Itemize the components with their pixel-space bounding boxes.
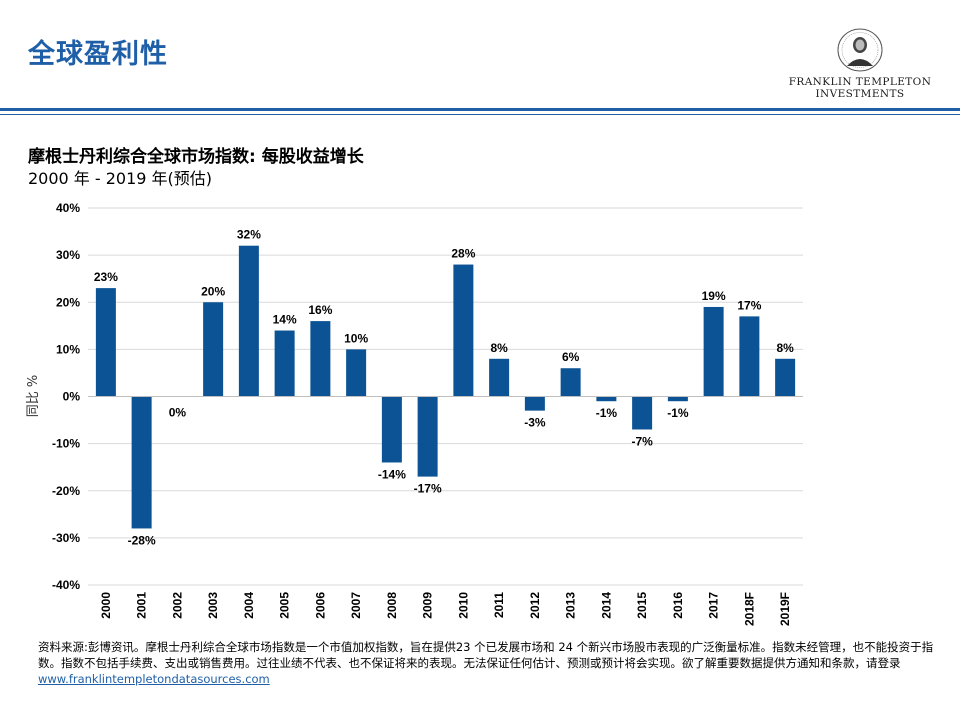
x-tick-label: 2013: [564, 592, 578, 619]
x-tick-label: 2008: [385, 592, 399, 619]
logo-text-secondary: INVESTMENTS: [815, 88, 905, 100]
bar-data-label: 17%: [737, 298, 761, 312]
x-tick-label: 2007: [349, 592, 363, 619]
bar: [95, 288, 116, 397]
y-tick-label: 10%: [56, 342, 80, 356]
footnote-text: 资料来源:彭博资讯。摩根士丹利综合全球市场指数是一个市值加权指数，旨在提供23 …: [38, 640, 934, 670]
x-tick-label: 2003: [206, 592, 220, 619]
bar-data-label: 0%: [169, 406, 187, 420]
x-tick-label: 2017: [707, 592, 721, 619]
page-title: 全球盈利性: [28, 39, 168, 70]
bar: [203, 302, 224, 397]
x-tick-label: 2015: [635, 592, 649, 619]
bar: [346, 349, 367, 397]
bar: [310, 321, 331, 397]
x-tick-label: 2019F: [778, 592, 792, 626]
bar: [238, 245, 259, 397]
bar: [381, 396, 402, 463]
y-tick-label: -20%: [52, 484, 80, 498]
bar: [417, 396, 438, 477]
x-tick-label: 2016: [671, 592, 685, 619]
bar: [131, 396, 152, 529]
x-tick-label: 2004: [242, 592, 256, 619]
chart-subtitle: 2000 年 - 2019 年(预估): [28, 169, 213, 188]
x-tick-label: 2009: [421, 592, 435, 619]
bar-data-label: -1%: [596, 406, 618, 420]
bar-data-label: -14%: [378, 467, 406, 481]
bar-data-label: -17%: [414, 482, 442, 496]
bar: [703, 306, 724, 397]
franklin-portrait-icon: [837, 28, 883, 72]
x-tick-label: 2001: [135, 592, 149, 619]
bar-data-label: 14%: [273, 313, 297, 327]
bar: [560, 368, 581, 397]
bar: [775, 358, 796, 397]
footnote: 资料来源:彭博资讯。摩根士丹利综合全球市场指数是一个市值加权指数，旨在提供23 …: [38, 639, 938, 687]
header-divider-thin: [0, 114, 960, 115]
bar-data-label: 23%: [94, 270, 118, 284]
x-tick-label: 2005: [278, 592, 292, 619]
x-tick-label: 2002: [170, 592, 184, 619]
y-tick-label: -10%: [52, 437, 80, 451]
y-tick-label: 20%: [56, 295, 80, 309]
bar-data-label: 16%: [308, 303, 332, 317]
bar-data-label: 8%: [776, 341, 794, 355]
x-tick-label: 2014: [599, 592, 613, 619]
bar-data-label: 8%: [490, 341, 508, 355]
bar: [596, 396, 617, 402]
bar: [489, 358, 510, 397]
bar-data-label: 19%: [702, 289, 726, 303]
bar-data-label: 32%: [237, 228, 261, 242]
x-tick-label: 2006: [313, 592, 327, 619]
bar: [524, 396, 545, 411]
y-axis-label: 同比 %: [26, 375, 41, 418]
y-tick-label: -30%: [52, 531, 80, 545]
bar: [274, 330, 295, 397]
header-divider: [0, 108, 960, 111]
x-tick-label: 2000: [99, 592, 113, 619]
bar: [453, 264, 474, 397]
x-tick-label: 2011: [492, 592, 506, 618]
x-tick-label: 2010: [456, 592, 470, 619]
chart-title: 摩根士丹利综合全球市场指数: 每股收益增长: [28, 147, 364, 167]
bar-data-label: -28%: [128, 533, 156, 547]
x-tick-label: 2018F: [742, 592, 756, 626]
x-tick-label: 2012: [528, 592, 542, 619]
data-sources-link[interactable]: www.franklintempletondatasources.com: [38, 672, 270, 686]
y-tick-label: 40%: [56, 201, 80, 215]
bar: [667, 396, 688, 402]
bar: [739, 316, 760, 397]
eps-growth-bar-chart: 40% 30% 20% 10% 0% -10% -20% -30% -40% 同比 % 23% 200…: [26, 201, 803, 626]
y-tick-label: -40%: [52, 578, 80, 592]
franklin-templeton-logo: FRANKLIN TEMPLETON INVESTMENTS: [785, 28, 935, 103]
bar-data-label: -7%: [631, 434, 653, 448]
y-tick-label: 30%: [56, 248, 80, 262]
logo-text-primary: FRANKLIN TEMPLETON: [788, 76, 932, 88]
bar-data-label: 28%: [451, 247, 475, 261]
bar-data-label: 6%: [562, 350, 580, 364]
bar-data-label: -3%: [524, 416, 546, 430]
bar-data-label: -1%: [667, 406, 689, 420]
bar-data-label: 10%: [344, 331, 368, 345]
y-tick-label: 0%: [63, 390, 81, 404]
bar-data-label: 20%: [201, 284, 225, 298]
bar: [632, 396, 653, 430]
